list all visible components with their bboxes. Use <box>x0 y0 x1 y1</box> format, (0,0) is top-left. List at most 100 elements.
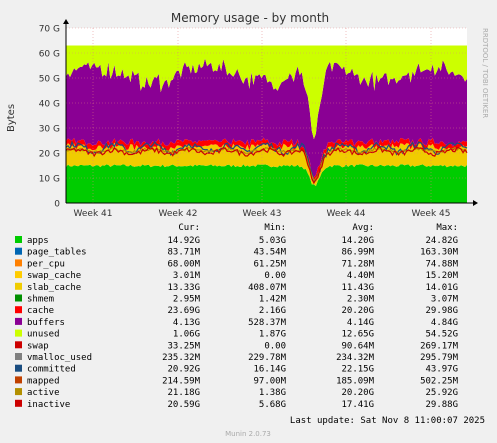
legend-min-buffers: 528.37M <box>248 318 287 328</box>
x-tick-label: Week 44 <box>327 209 366 219</box>
legend-swatch-vmalloc_used <box>15 353 22 360</box>
legend-avg-vmalloc_used: 234.32M <box>336 353 375 363</box>
legend-max-per_cpu: 74.88M <box>425 259 458 269</box>
legend-header-avg: Avg: <box>352 223 374 233</box>
legend-max-unused: 54.52G <box>425 330 458 340</box>
legend-swatch-apps <box>15 236 22 243</box>
legend-name-inactive: inactive <box>27 400 70 410</box>
x-tick-label: Week 42 <box>159 209 198 219</box>
legend-swatch-mapped <box>15 376 22 384</box>
legend-cur-swap: 33.25M <box>167 341 200 351</box>
y-tick-label: 70 G <box>39 25 60 35</box>
legend-min-apps: 5.03G <box>259 236 286 246</box>
legend-min-swap_cache: 0.00 <box>264 271 286 281</box>
legend-min-mapped: 97.00M <box>253 376 286 386</box>
area-unused <box>66 45 467 140</box>
legend-cur-slab_cache: 13.33G <box>167 283 200 293</box>
x-tick-label: Week 41 <box>74 209 113 219</box>
legend-max-swap: 269.17M <box>420 341 459 351</box>
legend-cur-page_tables: 83.71M <box>167 248 200 258</box>
x-axis-arrow <box>473 200 478 206</box>
legend-min-cache: 2.16G <box>259 306 286 316</box>
legend-avg-page_tables: 86.99M <box>341 248 374 258</box>
legend-swatch-unused <box>15 329 22 337</box>
legend-swatch-cache <box>15 306 22 314</box>
legend-max-apps: 24.82G <box>425 236 458 246</box>
legend-avg-inactive: 17.41G <box>341 400 374 410</box>
x-tick-label: Week 43 <box>243 209 282 219</box>
legend-avg-unused: 12.65G <box>341 330 374 340</box>
legend-name-shmem: shmem <box>27 295 54 305</box>
y-tick-label: 30 G <box>39 125 60 135</box>
legend-max-mapped: 502.25M <box>420 376 459 386</box>
footer-munin: Munin 2.0.73 <box>225 430 271 438</box>
legend-swatch-per_cpu <box>15 259 22 267</box>
legend-name-swap: swap <box>27 341 49 351</box>
legend-min-shmem: 1.42M <box>259 295 287 305</box>
legend-swatch-shmem <box>15 294 22 302</box>
legend-name-committed: committed <box>27 365 76 375</box>
legend-cur-swap_cache: 3.01M <box>173 271 201 281</box>
legend-name-page_tables: page_tables <box>27 248 87 258</box>
legend-header-max: Max: <box>436 223 458 233</box>
y-tick-label: 0 <box>54 200 60 210</box>
legend-max-cache: 29.98G <box>425 306 458 316</box>
legend-avg-committed: 22.15G <box>341 365 374 375</box>
legend-avg-shmem: 2.30M <box>347 295 375 305</box>
legend-name-vmalloc_used: vmalloc_used <box>27 353 92 363</box>
legend-cur-committed: 20.92G <box>167 365 200 375</box>
legend-name-slab_cache: slab_cache <box>27 283 81 293</box>
legend-cur-buffers: 4.13G <box>173 318 200 328</box>
legend-cur-vmalloc_used: 235.32M <box>162 353 201 363</box>
legend-name-apps: apps <box>27 236 49 246</box>
legend-cur-inactive: 20.59G <box>167 400 200 410</box>
legend-swatch-swap <box>15 341 22 349</box>
y-tick-label: 40 G <box>39 100 60 110</box>
legend-swatch-slab_cache <box>15 282 22 290</box>
legend-max-vmalloc_used: 295.79M <box>420 353 459 363</box>
legend-cur-unused: 1.06G <box>173 330 200 340</box>
legend-cur-active: 21.18G <box>167 388 200 398</box>
area-apps <box>66 164 467 203</box>
legend-min-committed: 16.14G <box>253 365 286 375</box>
legend-min-vmalloc_used: 229.78M <box>248 353 287 363</box>
legend-cur-apps: 14.92G <box>167 236 200 246</box>
legend-avg-active: 20.20G <box>341 388 374 398</box>
y-tick-label: 60 G <box>39 50 60 60</box>
legend-max-active: 25.92G <box>425 388 458 398</box>
legend-min-per_cpu: 61.25M <box>253 259 286 269</box>
y-axis-label: Bytes <box>6 104 17 132</box>
legend-avg-cache: 20.20G <box>341 306 374 316</box>
legend-swatch-inactive <box>15 399 22 407</box>
y-axis-arrow <box>63 19 69 24</box>
legend-max-swap_cache: 15.20M <box>425 271 458 281</box>
legend-min-slab_cache: 408.07M <box>248 283 287 293</box>
x-tick-label: Week 45 <box>412 209 451 219</box>
legend-swatch-committed <box>15 364 22 372</box>
legend-avg-mapped: 185.09M <box>336 376 375 386</box>
y-tick-label: 50 G <box>39 75 60 85</box>
legend-avg-per_cpu: 71.28M <box>341 259 374 269</box>
legend-table: Cur: Min: Avg: Max: apps 14.92G 5.03G 14.20G 24.… <box>15 223 459 410</box>
legend-name-swap_cache: swap_cache <box>27 271 81 281</box>
legend-name-cache: cache <box>27 306 54 316</box>
legend-name-active: active <box>27 388 60 398</box>
legend-swatch-active <box>15 388 22 396</box>
y-tick-label: 10 G <box>39 175 60 185</box>
legend-swatch-swap_cache <box>15 271 22 279</box>
legend-max-inactive: 29.88G <box>425 400 458 410</box>
legend-name-unused: unused <box>27 330 60 340</box>
legend-cur-per_cpu: 68.00M <box>167 259 200 269</box>
chart-title: Memory usage - by month <box>171 11 329 25</box>
y-tick-label: 20 G <box>39 150 60 160</box>
legend-swatch-buffers <box>15 317 22 325</box>
side-label: RRDTOOL / TOBI OETIKER <box>481 28 489 118</box>
legend-swatch-page_tables <box>15 247 22 255</box>
legend-name-buffers: buffers <box>27 318 65 328</box>
legend-name-per_cpu: per_cpu <box>27 259 65 269</box>
legend-cur-cache: 23.69G <box>167 306 200 316</box>
legend-avg-apps: 14.20G <box>341 236 374 246</box>
legend-header-cur: Cur: <box>178 223 200 233</box>
legend-avg-swap: 90.64M <box>341 341 374 351</box>
legend-header-min: Min: <box>264 223 286 233</box>
